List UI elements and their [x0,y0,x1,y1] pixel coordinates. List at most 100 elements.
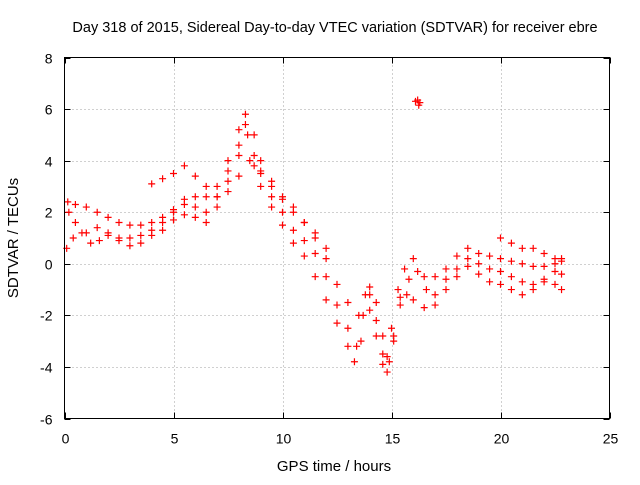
data-point [322,255,330,263]
data-point [250,131,258,139]
data-point [213,182,221,190]
data-point [431,273,439,281]
data-point [390,337,398,345]
y-axis-title: SDTVAR / TECUs [5,178,22,298]
y-tick-label: 0 [45,257,53,273]
data-point [401,265,409,273]
data-point [250,162,258,170]
data-point [420,273,428,281]
data-point [126,234,134,242]
data-point [322,296,330,304]
points-layer [63,96,566,376]
series-track-c [63,131,566,376]
data-point [394,286,402,294]
data-point [250,151,258,159]
data-point [159,175,167,183]
data-point [126,221,134,229]
data-point [191,193,199,201]
data-point [159,226,167,234]
data-point [409,255,417,263]
data-point [464,255,472,263]
plot-frame [64,57,610,419]
data-point [213,193,221,201]
data-point [235,126,243,134]
data-point [529,262,537,270]
data-point [159,219,167,227]
data-point [241,110,249,118]
data-point [65,208,73,216]
data-point [268,193,276,201]
x-tick-label: 5 [171,431,179,447]
data-point [558,286,566,294]
data-point [540,278,548,286]
data-point [486,265,494,273]
data-point [82,203,90,211]
data-point [115,219,123,227]
data-point [202,208,210,216]
data-point [431,301,439,309]
data-point [257,167,265,175]
data-point [396,301,404,309]
data-point [475,270,483,278]
chart-title: Day 318 of 2015, Sidereal Day-to-day VTE… [72,20,597,36]
data-point [279,208,286,216]
data-point [414,268,422,276]
data-point [344,324,352,332]
data-point [475,260,483,268]
data-point [333,301,341,309]
data-point [333,280,341,288]
x-tick-label: 25 [603,431,619,447]
data-point [507,286,515,294]
data-point [137,231,145,239]
data-point [148,219,156,227]
data-point [137,239,145,247]
data-point [241,121,249,129]
data-point [202,219,210,227]
data-point [486,278,494,286]
data-point [529,286,537,294]
data-point [558,270,566,278]
series-track-b [65,121,566,366]
data-point [344,298,352,306]
data-point [311,229,319,237]
ticks-layer: 0 5 10 15 20 25 -6 -4 -2 0 2 4 6 8 [40,51,618,447]
data-point [224,157,232,165]
data-point [518,260,526,268]
data-point [235,151,243,159]
data-point [415,101,423,109]
data-point [180,162,188,170]
data-point [322,244,330,252]
data-point [379,360,387,368]
data-point [366,291,374,299]
data-point [497,234,504,242]
data-point [170,216,177,224]
data-point [224,167,232,175]
data-point [409,296,417,304]
data-point [518,244,526,252]
data-point [289,226,297,234]
data-point [170,170,177,178]
x-tick-label: 15 [385,431,401,447]
y-tick-label: -6 [40,412,53,428]
data-point [442,265,450,273]
y-tick-label: 2 [45,205,53,221]
y-tick-label: 4 [45,154,53,170]
data-point [453,252,461,260]
data-point [497,255,504,263]
data-point [244,131,252,139]
data-point [235,172,243,180]
x-tick-label: 10 [276,431,292,447]
data-point [268,182,276,190]
data-point [95,237,103,245]
data-point [115,237,123,245]
data-point [257,157,265,165]
data-point [497,268,504,276]
data-point [385,358,393,366]
data-point [300,219,308,227]
data-point [540,249,548,257]
y-tick-label: 8 [45,51,53,67]
data-point [518,291,526,299]
data-point [191,172,199,180]
